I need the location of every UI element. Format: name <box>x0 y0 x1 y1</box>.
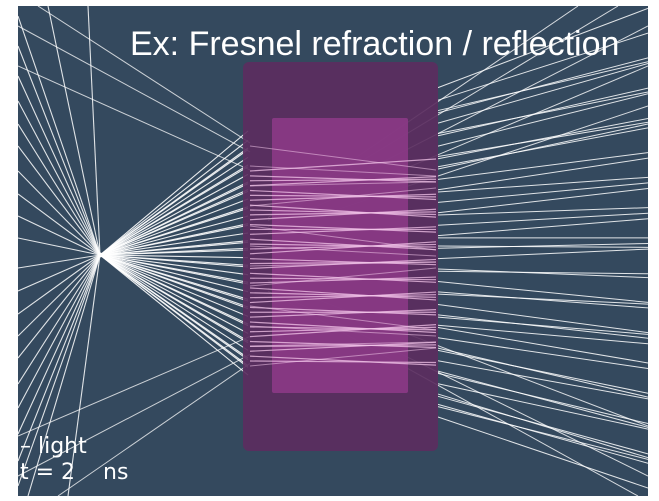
time-unit: ns <box>103 460 129 485</box>
time-prefix: t = <box>20 460 62 485</box>
legend: – light t = 2 ns <box>20 434 128 486</box>
inner-dielectric-block <box>272 118 408 393</box>
simulation-viewport: Ex: Fresnel refraction / reflection – li… <box>18 6 648 496</box>
time-value: 2 <box>61 460 76 485</box>
ray-scene <box>18 6 648 496</box>
slide-title: Ex: Fresnel refraction / reflection <box>130 25 620 63</box>
time-readout: t = 2 ns <box>20 460 128 486</box>
refracted-light-rays <box>249 145 437 367</box>
legend-light-label: – light <box>20 434 87 459</box>
light-source <box>97 252 103 258</box>
